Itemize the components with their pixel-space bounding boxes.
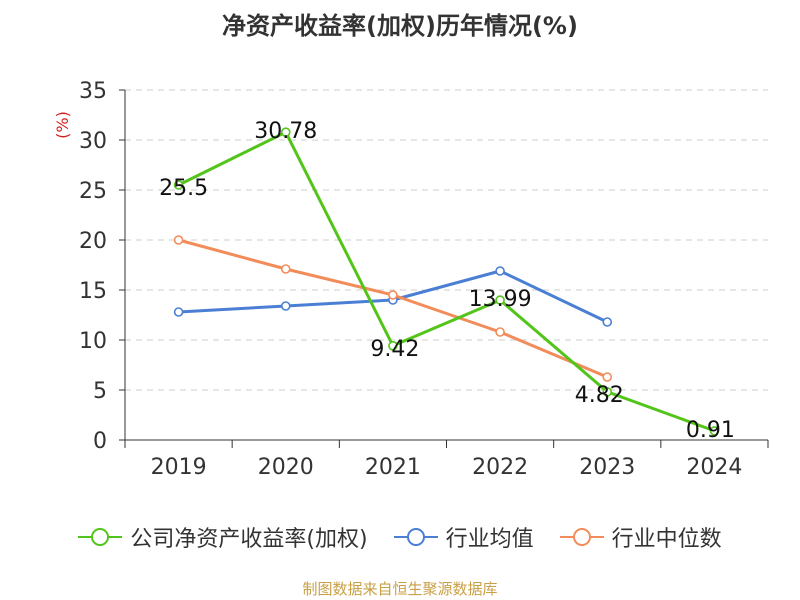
legend: 公司净资产收益率(加权) 行业均值 行业中位数 [0, 520, 800, 554]
data-point-s0-2023 [602, 386, 613, 397]
x-tick-label-2024: 2024 [686, 455, 742, 480]
data-point-s1-2022 [495, 266, 505, 276]
data-label-2020: 30.78 [254, 119, 317, 144]
y-tick-label-35: 35 [79, 79, 107, 104]
data-label-2021: 9.42 [370, 337, 419, 362]
x-tick-label-2023: 2023 [579, 455, 635, 480]
data-point-s2-2023 [602, 372, 613, 382]
y-tick-label-15: 15 [79, 279, 107, 304]
legend-item-industry-mean[interactable]: 行业均值 [393, 521, 534, 553]
legend-marker-company [78, 528, 123, 546]
data-labels: 25.5 30.78 9.42 13.99 4.82 0.91 [159, 119, 735, 443]
data-point-s0-2021 [388, 340, 398, 351]
series-line-0 [177, 130, 715, 433]
data-label-2022: 13.99 [469, 287, 532, 312]
data-point-s0-2019 [173, 180, 184, 190]
legend-label-industry-median: 行业中位数 [611, 527, 722, 552]
legend-label-industry-mean: 行业均值 [445, 527, 534, 552]
y-tick-label-20: 20 [79, 229, 107, 254]
series-lines [177, 130, 715, 433]
data-point-s1-2023 [602, 317, 613, 327]
grid-lines [125, 89, 768, 391]
data-label-2023: 4.82 [575, 383, 624, 408]
data-point-s0-2020 [280, 127, 291, 137]
data-point-s2-2022 [495, 327, 505, 337]
y-tick-label-30: 30 [79, 129, 107, 154]
y-tick-label-0: 0 [93, 429, 107, 454]
data-point-s0-2022 [495, 295, 505, 305]
chart-title: 净资产收益率(加权)历年情况(%) [222, 12, 578, 40]
series-points [173, 127, 720, 436]
legend-marker-industry-median [559, 528, 604, 546]
data-point-s1-2019 [173, 307, 184, 317]
data-label-2019: 25.5 [159, 176, 208, 201]
data-label-2024: 0.91 [686, 418, 735, 443]
legend-label-company: 公司净资产收益率(加权) [130, 527, 368, 552]
legend-marker-industry-mean [393, 528, 438, 546]
legend-item-industry-median[interactable]: 行业中位数 [559, 521, 722, 553]
y-tick-label-5: 5 [93, 379, 107, 404]
y-axis-label: (%) [53, 111, 72, 139]
y-tick-label-10: 10 [79, 329, 107, 354]
data-point-s0-2024 [709, 426, 720, 436]
axes: 0 5 10 15 20 25 30 35 (%) 2019 2020 2021 2022 2023 202… [53, 79, 769, 480]
data-point-s2-2019 [173, 235, 184, 245]
legend-item-company[interactable]: 公司净资产收益率(加权) [78, 521, 368, 553]
x-tick-label-2020: 2020 [258, 455, 314, 480]
data-point-s2-2020 [280, 264, 291, 274]
y-tick-label-25: 25 [79, 179, 107, 204]
x-tick-label-2021: 2021 [365, 455, 421, 480]
x-tick-label-2022: 2022 [472, 455, 528, 480]
data-point-s2-2021 [388, 290, 398, 300]
data-point-s1-2020 [280, 301, 291, 311]
x-tick-label-2019: 2019 [151, 455, 207, 480]
data-source-note: 制图数据来自恒生聚源数据库 [302, 580, 498, 598]
